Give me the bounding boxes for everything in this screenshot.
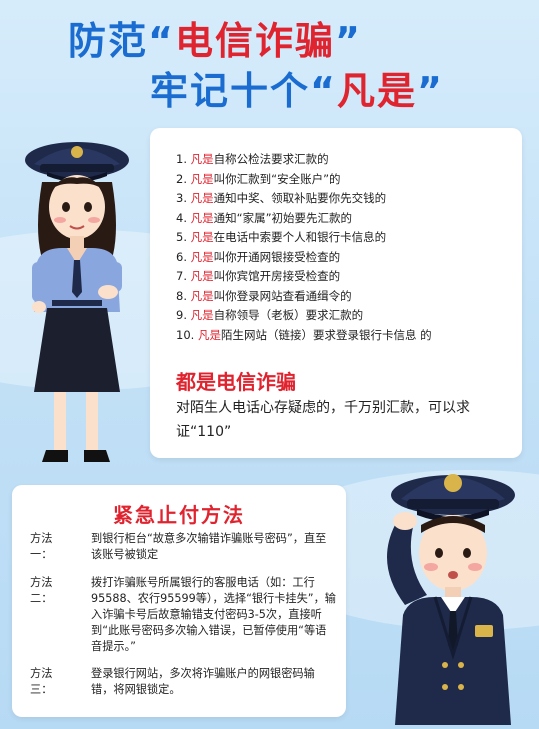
rule-item: 9. 凡是自称领导（老板）要求汇款的 <box>176 308 364 322</box>
summary-advice: 对陌生人电话心存疑虑的，千万别汇款，可以求证“110” <box>176 400 470 440</box>
page-title-line2: 牢记十个“凡是” <box>150 69 444 113</box>
rule-item: 7. 凡是叫你宾馆开房接受检查的 <box>176 269 341 283</box>
method-label: 方法二： <box>30 576 53 605</box>
rules-card: 1. 凡是自称公检法要求汇款的 2. 凡是叫你汇款到“安全账户”的 3. 凡是通… <box>150 128 522 458</box>
method-text: 拨打诈骗账号所属银行的客服电话（如：工行95588、农行95599等），选择“银… <box>91 576 336 653</box>
method-label: 方法三： <box>30 667 53 696</box>
rule-item: 1. 凡是自称公检法要求汇款的 <box>176 152 329 166</box>
method-text: 登录银行网站，多次将诈骗账户的网银密码输错，将网银锁定。 <box>91 667 315 696</box>
method-label: 方法一： <box>30 532 53 561</box>
saluting-policeman-illustration <box>387 474 515 725</box>
emergency-card: 紧急止付方法 方法一： 到银行柜台“故意多次输错诈骗账号密码”，直至该账号被锁定… <box>12 485 346 717</box>
rule-item: 3. 凡是通知中奖、领取补贴要你先交钱的 <box>176 191 387 205</box>
rule-item: 8. 凡是叫你登录网站查看通缉令的 <box>176 288 352 303</box>
rules-list: 1. 凡是自称公检法要求汇款的 2. 凡是叫你汇款到“安全账户”的 3. 凡是通… <box>176 150 432 345</box>
rule-item: 6. 凡是叫你开通网银接受检查的 <box>176 249 341 264</box>
summary-title: 都是电信诈骗 <box>176 370 296 394</box>
rule-item: 2. 凡是叫你汇款到“安全账户”的 <box>176 171 341 186</box>
page-title-line1: 防范“电信诈骗” <box>68 19 362 63</box>
rule-item: 10. 凡是陌生网站（链接）要求登录银行卡信息 的 <box>176 327 432 342</box>
policewoman-illustration <box>25 142 129 462</box>
emergency-title: 紧急止付方法 <box>113 503 245 527</box>
method-text: 到银行柜台“故意多次输错诈骗账号密码”，直至该账号被锁定 <box>91 532 327 561</box>
rule-item: 5. 凡是在电话中索要个人和银行卡信息的 <box>176 230 387 244</box>
rule-item: 4. 凡是通知“家属”初始要先汇款的 <box>176 210 353 225</box>
